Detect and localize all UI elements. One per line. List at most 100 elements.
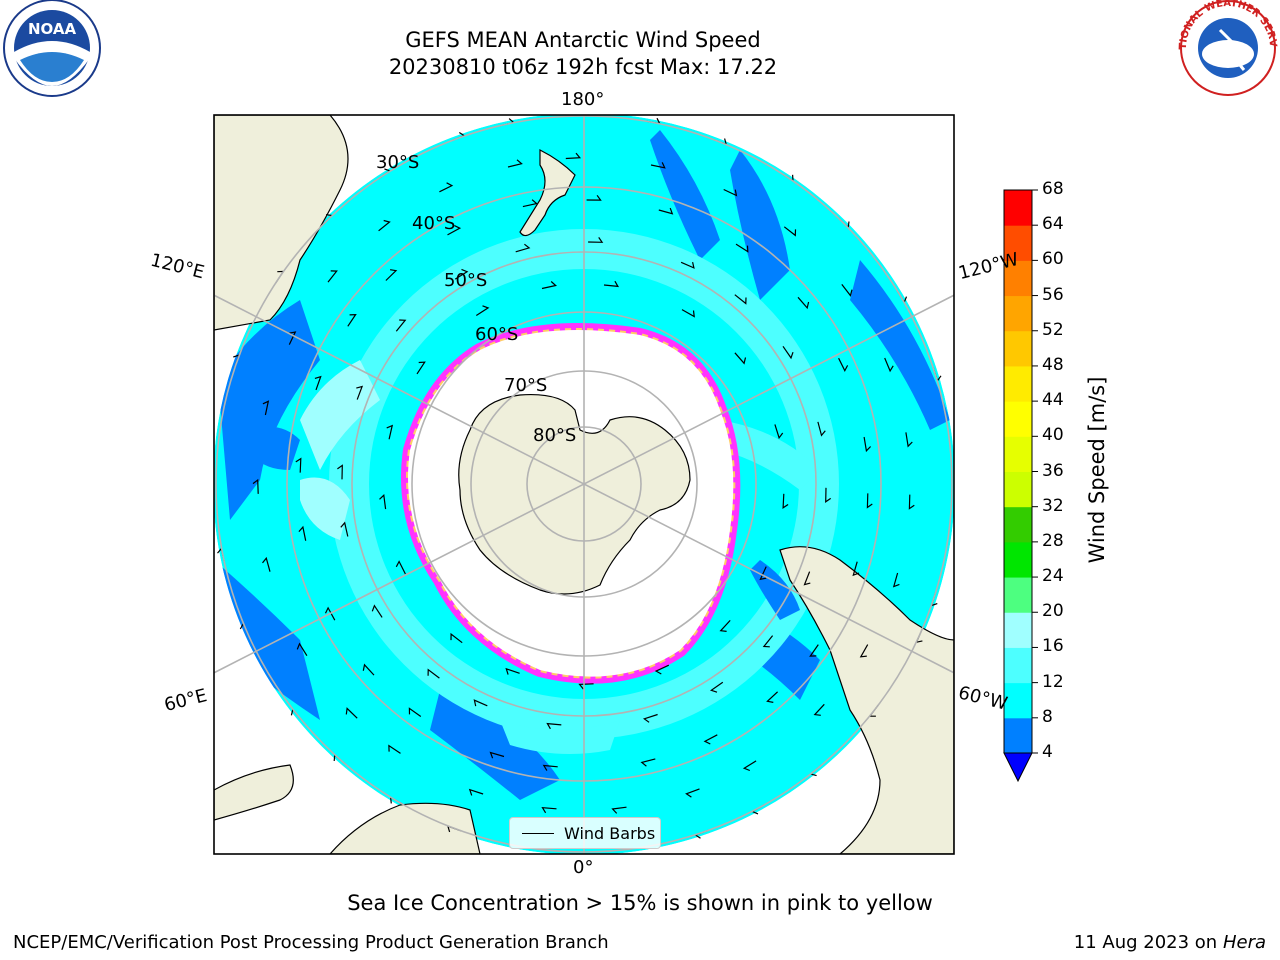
colorbar-tick-label: 52 <box>1042 319 1064 340</box>
wind-barbs <box>217 117 942 839</box>
wind-barb <box>362 663 375 676</box>
wind-barb <box>762 635 774 648</box>
colorbar-tick-label: 36 <box>1042 460 1064 481</box>
wind-barb <box>905 432 913 448</box>
wind-barb <box>586 194 602 201</box>
wind-barb <box>734 294 747 305</box>
wind-barb <box>825 487 832 503</box>
colorbar-title: Wind Speed [m/s] <box>1085 376 1109 564</box>
wind-barb <box>541 281 557 290</box>
map-legend: Wind Barbs <box>509 817 661 849</box>
wind-barb <box>505 667 520 675</box>
wind-barb <box>288 331 297 345</box>
wind-barb <box>337 464 343 480</box>
colorbar-segment <box>1004 541 1032 578</box>
map-frame <box>213 114 955 855</box>
wind-barb <box>774 424 784 440</box>
wind-barb <box>782 493 789 509</box>
wind-barb <box>395 319 407 332</box>
wind-barb <box>603 280 620 288</box>
wind-barb <box>734 352 747 365</box>
wind-barb <box>439 182 454 193</box>
national-weather-service-logo: NATIONAL WEATHER SERVICE <box>0 0 1278 96</box>
colorbar-tick-label: 56 <box>1042 284 1064 305</box>
wind-barb <box>654 664 670 675</box>
wind-barb <box>385 269 398 281</box>
wind-barb <box>841 284 853 297</box>
wind-barb <box>416 361 426 375</box>
wind-barb <box>680 261 695 269</box>
colorbar-tick-label: 40 <box>1042 425 1064 446</box>
wind-barb <box>262 400 270 416</box>
wind-barb <box>742 760 757 772</box>
wind-barb <box>295 457 302 473</box>
credit-right: 11 Aug 2023 on Hera <box>1074 932 1266 953</box>
wind-barb <box>640 758 656 767</box>
colorbar-tick-label: 60 <box>1042 249 1064 270</box>
wind-barb <box>642 713 658 723</box>
wind-barb <box>541 807 557 814</box>
map-area <box>214 115 954 854</box>
colorbar-segment <box>1004 717 1032 754</box>
wind-barb <box>908 494 915 510</box>
colorbar-segment <box>1004 295 1032 332</box>
colorbar-segment <box>1004 682 1032 719</box>
wind-barb <box>408 707 422 717</box>
wind-barb <box>884 357 894 373</box>
south-america-land <box>779 546 954 854</box>
lat-label-30s: 30°S <box>376 152 420 173</box>
colorbar <box>1003 189 1038 783</box>
madagascar-land <box>214 764 294 821</box>
chart-title: GEFS MEAN Antarctic Wind Speed <box>405 28 761 52</box>
wind-barb <box>378 219 391 232</box>
wind-barb <box>803 571 811 586</box>
colorbar-tick-label: 44 <box>1042 390 1064 411</box>
wind-barb <box>565 152 582 160</box>
colorbar-segment <box>1004 647 1032 684</box>
colorbar-segment <box>1004 190 1032 226</box>
antarctica-land <box>458 393 691 595</box>
wind-barb <box>735 243 749 253</box>
wind-barb <box>454 268 469 280</box>
wind-barb <box>759 566 767 581</box>
wind-barb <box>371 604 383 618</box>
noaa-logo: NOAA <box>3 0 101 97</box>
wind-barb <box>314 375 322 391</box>
wind-barb <box>892 572 900 588</box>
wind-barb <box>427 668 440 679</box>
wind-barb <box>475 305 490 317</box>
wind-barb <box>611 806 627 814</box>
wind-barb <box>515 243 531 253</box>
wind-barb-line-icon <box>522 832 554 834</box>
wind-barb <box>252 478 259 494</box>
wind-barb <box>719 619 731 632</box>
wind-barb <box>388 744 401 754</box>
wind-barb <box>797 296 810 310</box>
svg-text:NOAA: NOAA <box>28 20 77 38</box>
lat-label-40s: 40°S <box>412 213 456 234</box>
wind-barb <box>685 788 700 798</box>
wind-barb <box>395 560 406 575</box>
colorbar-segment <box>1004 506 1032 543</box>
wind-barb <box>546 722 562 730</box>
wind-barb <box>340 521 349 537</box>
wind-barb <box>262 556 271 572</box>
wind-barb <box>522 199 538 208</box>
chart-subtitle: 20230810 t06z 192h fcst Max: 17.22 <box>388 55 778 79</box>
colorbar-segment <box>1004 471 1032 508</box>
new-zealand-land <box>519 149 576 237</box>
graticule <box>214 115 954 854</box>
wind-barb <box>817 421 826 437</box>
wind-barb <box>542 764 558 771</box>
colorbar-segment <box>1004 260 1032 297</box>
colorbar-segment <box>1004 401 1032 437</box>
colorbar-segment <box>1004 330 1032 367</box>
wind-barb <box>298 525 307 541</box>
colorbar-tick-label: 64 <box>1042 214 1064 235</box>
lon-label-0: 0° <box>573 857 594 878</box>
wind-barb <box>327 270 338 283</box>
wind-barb <box>347 313 357 327</box>
colorbar-tick-label: 24 <box>1042 566 1064 587</box>
colorbar-tick-label: 28 <box>1042 530 1064 551</box>
lat-label-60s: 60°S <box>475 324 519 345</box>
